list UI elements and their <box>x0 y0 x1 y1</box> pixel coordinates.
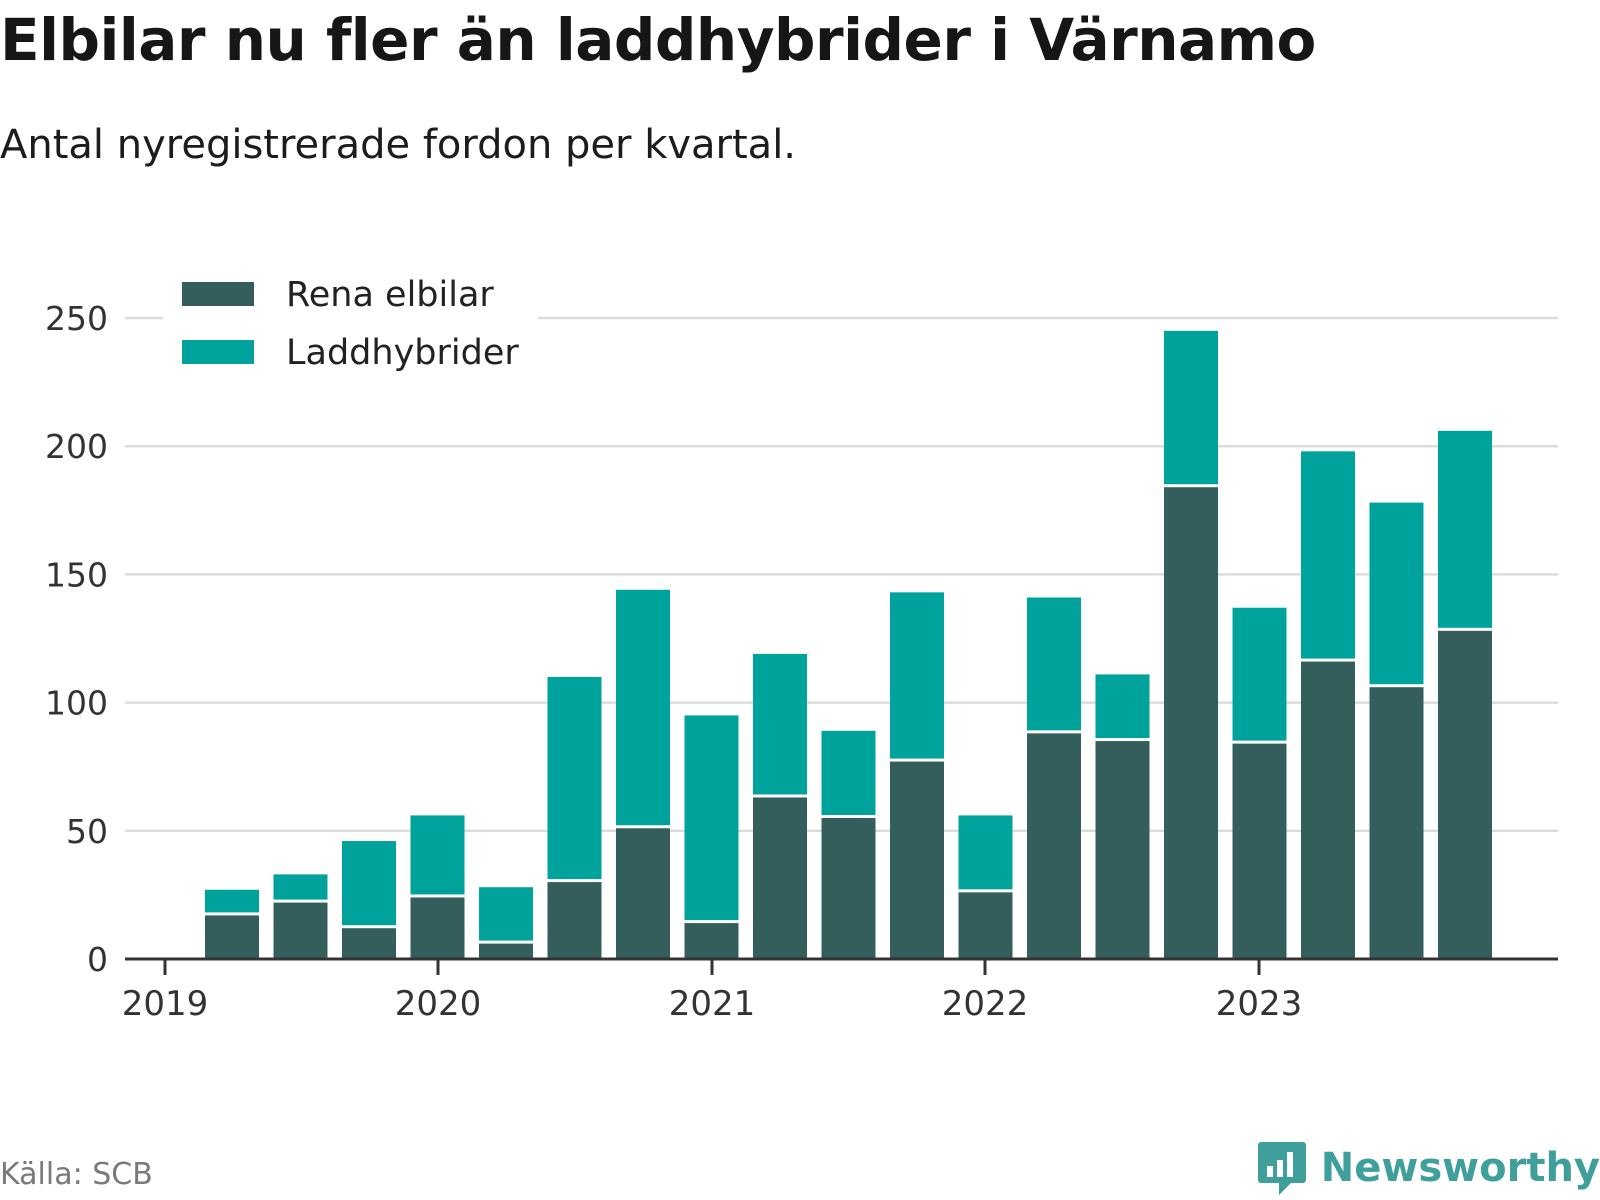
x-tick-label: 2020 <box>395 984 482 1024</box>
bar-rena-elbilar <box>1027 733 1081 959</box>
y-tick-label: 250 <box>45 299 108 338</box>
bar-laddhybrider <box>1095 674 1150 739</box>
y-tick-label: 100 <box>45 684 108 723</box>
bar-rena-elbilar <box>1095 741 1150 959</box>
y-tick-label: 0 <box>87 940 108 979</box>
bar-rena-elbilar <box>1369 687 1424 959</box>
bar-rena-elbilar <box>410 897 465 959</box>
bar-rena-elbilar <box>273 902 328 959</box>
legend-swatch <box>182 282 254 306</box>
brand-logo: Newsworthy <box>1257 1138 1600 1198</box>
bar-rena-elbilar <box>1164 487 1218 959</box>
bar-laddhybrider <box>547 676 602 880</box>
brand-name: Newsworthy <box>1320 1145 1600 1191</box>
chart-title: Elbilar nu fler än laddhybrider i Värnam… <box>0 6 1316 74</box>
x-tick-label: 2022 <box>942 984 1029 1024</box>
bar-laddhybrider <box>616 589 670 826</box>
bar-rena-elbilar <box>821 817 876 959</box>
bar-laddhybrider <box>821 730 876 815</box>
bar-laddhybrider <box>1438 430 1492 628</box>
source-note: Källa: SCB <box>0 1157 153 1192</box>
bar-laddhybrider <box>205 889 259 913</box>
bar-rena-elbilar <box>753 797 807 959</box>
legend-label: Rena elbilar <box>286 275 494 315</box>
bar-laddhybrider <box>958 815 1013 890</box>
bar-laddhybrider <box>1164 330 1218 485</box>
newsworthy-logo-icon <box>1257 1142 1306 1195</box>
stacked-bar-chart: 0 50 100 150 200 250 2019 2020 2021 2022 2023 Rena … <box>45 275 1558 1024</box>
bar-rena-elbilar <box>616 828 670 959</box>
legend-swatch <box>182 340 254 364</box>
x-tick-label: 2021 <box>669 984 756 1024</box>
bar-rena-elbilar <box>1438 630 1492 959</box>
x-tick-label: 2019 <box>122 984 209 1024</box>
bar-laddhybrider <box>753 653 807 795</box>
y-tick-label: 150 <box>45 555 108 594</box>
bar-laddhybrider <box>1232 607 1287 741</box>
bar-rena-elbilar <box>479 943 533 959</box>
bar-rena-elbilar <box>1301 661 1355 959</box>
bar-laddhybrider <box>684 715 739 921</box>
bar-rena-elbilar <box>342 928 396 959</box>
y-tick-label: 200 <box>45 427 108 466</box>
bar-laddhybrider <box>1027 597 1081 731</box>
bar-rena-elbilar <box>205 915 259 959</box>
bar-laddhybrider <box>890 592 944 759</box>
bar-rena-elbilar <box>890 761 944 959</box>
bar-rena-elbilar <box>958 892 1013 959</box>
bar-rena-elbilar <box>684 923 739 959</box>
legend-label: Laddhybrider <box>286 333 519 373</box>
chart-subtitle: Antal nyregistrerade fordon per kvartal. <box>0 122 797 168</box>
y-tick-label: 50 <box>66 812 108 851</box>
bar-laddhybrider <box>1369 502 1424 685</box>
bar-laddhybrider <box>410 815 465 895</box>
bar-rena-elbilar <box>1232 743 1287 959</box>
bar-rena-elbilar <box>547 882 602 959</box>
bar-laddhybrider <box>273 874 328 900</box>
bar-laddhybrider <box>479 887 533 941</box>
x-tick-label: 2023 <box>1216 984 1303 1024</box>
bar-laddhybrider <box>1301 451 1355 659</box>
bar-laddhybrider <box>342 841 396 926</box>
